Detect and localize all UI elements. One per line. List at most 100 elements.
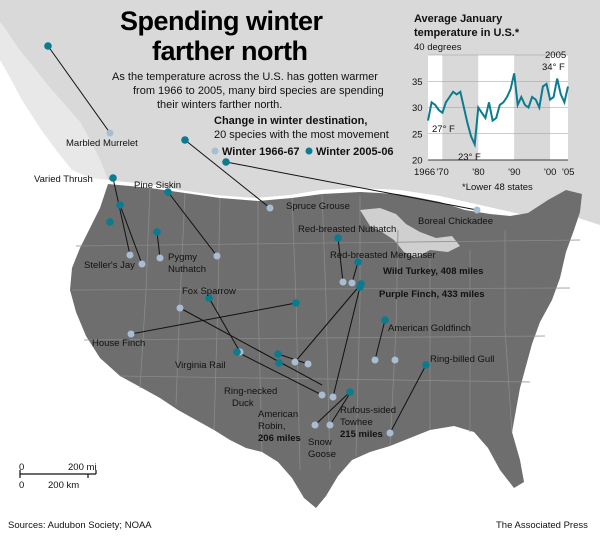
old-dot-american-robin (304, 360, 312, 368)
arrow-towhee (314, 391, 351, 426)
old-dot-varied-thrush (126, 251, 134, 259)
chart-ytick-label: 30 (412, 103, 423, 114)
new-dot-snow-goose (275, 359, 283, 367)
scale-mi-label: 200 mi (68, 462, 97, 473)
label-towhee-miles: 215 miles (340, 429, 383, 440)
label-fox-sparrow: Fox Sparrow (182, 286, 236, 297)
intro-line-2: from 1966 to 2005, many bird species are… (133, 85, 384, 97)
chart-title-1: Average January (414, 13, 503, 25)
chart-xtick-label: 1966 (414, 167, 435, 178)
chart-ylabel: 40 degrees (414, 42, 462, 53)
new-dot-spruce-grouse (181, 136, 189, 144)
chart-ytick-label: 20 (412, 156, 423, 167)
old-dot-pygmy-nuthatch (156, 254, 164, 262)
annotation-low-1979: 23° F (458, 152, 481, 163)
scale-zero-km: 0 (19, 480, 24, 491)
label-ring-billed-gull: Ring-billed Gull (430, 354, 494, 365)
intro-line-1: As the temperature across the U.S. has g… (112, 71, 378, 83)
new-dot-pine-siskin (164, 188, 172, 196)
new-dot-towhee (346, 388, 354, 396)
footer-credit: The Associated Press (496, 520, 588, 531)
arrow-boreal-chickadee (225, 161, 478, 211)
arrow-stellers-jay (119, 204, 143, 265)
arrow-american-goldfinch (374, 319, 386, 361)
old-dot-red-breasted-nuthatch (339, 278, 347, 286)
label-nuthatch: Nuthatch (168, 264, 206, 275)
title-line-1: Spending winter (120, 6, 323, 36)
label-towhee: Towhee (340, 417, 373, 428)
old-dot-spruce-grouse (266, 204, 274, 212)
old-dot-snow-goose (326, 421, 334, 429)
new-dot-virginia-rail (233, 348, 241, 356)
arrow-house-finch (130, 302, 297, 335)
arrow-varied-thrush (112, 177, 131, 256)
legend-subtitle: 20 species with the most movement (214, 129, 389, 141)
scale-bar: 0 200 mi 0 200 km (19, 462, 97, 491)
label-marbled-murrelet: Marbled Murrelet (66, 138, 138, 149)
new-dot-red-breasted-nuthatch (334, 234, 342, 242)
arrow-marbled-murrelet (47, 45, 111, 134)
arrow-american-robin (277, 353, 309, 365)
old-dot-goldfinch-2 (391, 356, 399, 364)
label-virginia-rail: Virginia Rail (175, 360, 226, 371)
chart-xtick-label: '05 (562, 167, 574, 178)
footer-sources: Sources: Audubon Society; NOAA (8, 520, 152, 531)
old-dot-boreal-chickadee (473, 206, 481, 214)
arrow-ring-billed-gull (389, 364, 427, 434)
canada-fade (0, 22, 108, 180)
label-duck: Duck (232, 398, 254, 409)
label-robin-miles: 206 miles (258, 433, 301, 444)
label-varied-thrush: Varied Thrush (34, 174, 93, 185)
annotation-high-2005: 34° F (542, 62, 565, 73)
chart-xtick-label: '70 (436, 167, 448, 178)
new-dot-purple-finch (356, 283, 364, 291)
old-dot-red-breasted-merganser (348, 279, 356, 287)
scale-zero-mi: 0 (19, 462, 24, 473)
intro-line-3: their winters farther north. (157, 99, 282, 111)
temperature-chart: Average January temperature in U.S.* 40 … (412, 13, 574, 193)
old-dot-purple-finch (329, 393, 337, 401)
old-dot-house-finch (127, 330, 135, 338)
title-line-2: farther north (152, 36, 308, 66)
arrow-wild-turkey (294, 283, 362, 363)
new-dot-american-goldfinch (381, 316, 389, 324)
label-stellers-jay: Steller's Jay (84, 260, 135, 271)
label-american: American (258, 409, 298, 420)
old-dot-towhee (311, 421, 319, 429)
label-spruce-grouse: Spruce Grouse (286, 201, 350, 212)
annotation-low-1977: 27° F (432, 124, 455, 135)
arrow-pine-siskin (167, 191, 218, 257)
chart-ytick-label: 25 (412, 129, 423, 140)
new-dot-ring-billed-gull (422, 361, 430, 369)
label-house-finch: House Finch (92, 338, 145, 349)
label-red-breasted-nuthatch: Red-breasted Nuthatch (298, 224, 396, 235)
label-pine-siskin: Pine Siskin (134, 180, 181, 191)
label-ring-necked: Ring-necked (224, 386, 277, 397)
chart-title-2: temperature in U.S.* (414, 27, 520, 39)
old-dot-ring-billed-gull (386, 429, 394, 437)
label-american-goldfinch: American Goldfinch (388, 323, 471, 334)
legend-new-label: Winter 2005-06 (316, 146, 394, 158)
arrow-purple-finch (332, 286, 361, 398)
legend-new-dot (305, 147, 313, 155)
old-dot-pine-siskin (213, 252, 221, 260)
old-dot-marbled-murrelet (106, 129, 114, 137)
label-rufous-sided: Rufous-sided (340, 405, 396, 416)
temperature-series-line (427, 73, 569, 149)
label-pygmy: Pygmy (168, 252, 197, 263)
new-dot-marbled-murrelet (44, 42, 52, 50)
label-snow: Snow (308, 437, 332, 448)
new-dot-stellers-jay-2 (106, 218, 114, 226)
old-dot-fox-sparrow (176, 304, 184, 312)
new-dot-boreal-chickadee (222, 158, 230, 166)
new-dot-pygmy-nuthatch (153, 228, 161, 236)
label-wild-turkey: Wild Turkey, 408 miles (383, 266, 483, 277)
old-dot-stellers-jay (138, 260, 146, 268)
chart-xtick-label: '00 (544, 167, 556, 178)
arrow-virginia-rail (208, 297, 241, 353)
label-goose: Goose (308, 449, 336, 460)
legend-old-dot (211, 147, 219, 155)
arrow-snow-goose (329, 389, 353, 426)
